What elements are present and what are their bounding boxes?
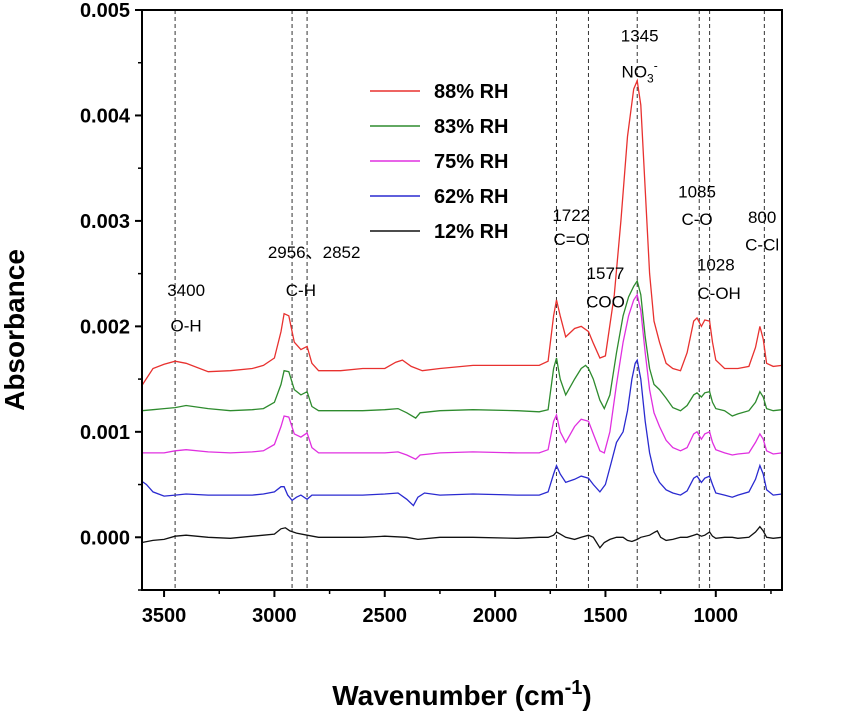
x-tick-label-1500: 1500 (583, 605, 628, 627)
series-line-1 (141, 279, 783, 419)
y-tick-label-2: 0.002 (80, 316, 130, 338)
anno-800: 800 (748, 208, 776, 227)
y-tick-label-5: 0.005 (80, 0, 130, 22)
anno-co-double: C=O (554, 230, 589, 249)
anno-1722: 1722 (552, 206, 590, 225)
anno-3400: 3400 (167, 281, 205, 300)
anno-2956: 2956、2852 (268, 243, 361, 262)
series-lines (141, 78, 783, 549)
x-tick-label-2500: 2500 (363, 605, 408, 627)
x-tick-label-1000: 1000 (694, 605, 739, 627)
x-axis-title-main: Wavenumber (cm (332, 680, 564, 711)
series-line-3 (141, 358, 783, 507)
plot-frame (141, 9, 783, 591)
legend: 88% RH 83% RH 75% RH 62% RH 12% RH (370, 81, 508, 243)
x-axis-title-sup: -1 (565, 677, 583, 699)
legend-label-2: 75% RH (434, 151, 508, 173)
legend-label-4: 12% RH (434, 221, 508, 243)
legend-label-3: 62% RH (434, 186, 508, 208)
axis-ticks: 3500 3000 2500 2000 1500 1000 0.000 0.001 0.002 0… (80, 0, 772, 627)
anno-ccl: C-Cl (745, 235, 779, 254)
x-tick-label-2000: 2000 (473, 605, 518, 627)
legend-label-0: 88% RH (434, 81, 508, 103)
anno-coh: C-OH (697, 284, 740, 303)
anno-1028: 1028 (697, 255, 735, 274)
anno-oh: O-H (171, 317, 202, 336)
anno-1345: 1345 (621, 27, 659, 46)
y-tick-label-3: 0.003 (80, 211, 130, 233)
series-line-2 (142, 293, 783, 460)
series-line-4 (141, 525, 783, 549)
x-axis-title: Wavenumber (cm-1) (332, 677, 591, 711)
anno-no3: NO3- (622, 58, 658, 85)
peak-annotations: 3400 O-H 2956、2852 C-H 1722 C=O 1577 COO 1345 NO3… (167, 27, 779, 336)
series-line-0 (141, 78, 783, 386)
x-tick-label-3000: 3000 (252, 605, 297, 627)
y-tick-label-1: 0.001 (80, 422, 130, 444)
x-tick-label-3500: 3500 (142, 605, 187, 627)
x-axis-title-close: ) (582, 680, 591, 711)
anno-ch: C-H (286, 281, 316, 300)
legend-label-1: 83% RH (434, 116, 508, 138)
anno-1085: 1085 (678, 183, 716, 202)
y-tick-label-0: 0.000 (80, 527, 130, 549)
anno-coo: COO (586, 292, 625, 311)
y-axis-title: Absorbance (0, 249, 30, 411)
anno-co: C-O (681, 210, 712, 229)
anno-1577: 1577 (587, 264, 625, 283)
y-tick-label-4: 0.004 (80, 105, 131, 127)
